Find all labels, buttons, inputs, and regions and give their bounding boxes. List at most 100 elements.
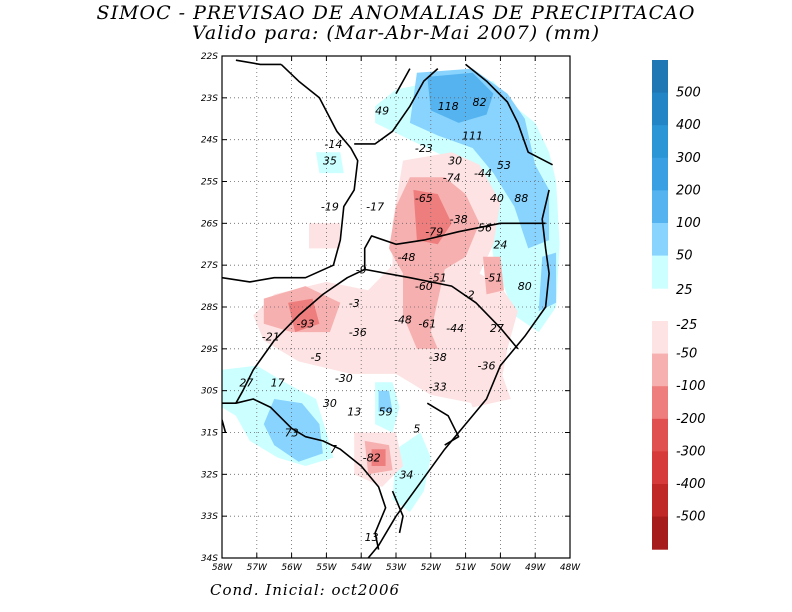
colorbar-swatch xyxy=(652,190,668,224)
contour-label: -82 xyxy=(363,452,381,465)
anomaly-region-r100 xyxy=(413,189,452,245)
anomaly-region-b25 xyxy=(316,152,344,174)
contour-label: -30 xyxy=(335,372,353,385)
colorbar-label: 200 xyxy=(676,183,701,198)
colorbar-swatch xyxy=(652,125,668,159)
contour-label: -17 xyxy=(366,201,384,214)
colorbar-label: 100 xyxy=(676,216,701,231)
contour-label: -36 xyxy=(477,360,495,373)
contour-label: 82 xyxy=(473,96,487,109)
contour-label: -36 xyxy=(349,326,367,339)
contour-label: -14 xyxy=(324,138,342,151)
lat-label: 30S xyxy=(201,387,218,397)
contour-label: 27 xyxy=(239,376,253,389)
contour-label: -21 xyxy=(262,330,280,343)
lat-label: 22S xyxy=(201,52,218,62)
contour-labels: 49 118 82 111 -14 35 -23 30 53 -74 -44 -65 40 88 -19 -1… xyxy=(239,96,532,544)
colorbar-swatch xyxy=(652,321,668,355)
contour-label: -3 xyxy=(349,297,360,310)
contour-label: -2 xyxy=(464,288,475,301)
contour-label: 118 xyxy=(438,100,459,113)
colorbar-label: -100 xyxy=(676,379,706,394)
lon-label: 51W xyxy=(455,563,476,573)
lon-label: 50W xyxy=(490,563,511,573)
boundary-line xyxy=(426,402,460,446)
colorbar-label: 500 xyxy=(676,86,701,101)
longitude-labels: 58W 57W 56W 55W 54W 53W 52W 51W 50W 49W 48W xyxy=(212,56,581,573)
contour-label: 24 xyxy=(493,238,507,251)
contour-label: -51 xyxy=(429,272,447,285)
contour-label: -44 xyxy=(446,322,464,335)
colorbar-swatch xyxy=(652,418,668,452)
colorbar-swatch xyxy=(652,255,668,289)
contour-label: 34 xyxy=(399,468,413,481)
contour-label: -79 xyxy=(425,226,443,239)
contour-label: 49 xyxy=(375,104,389,117)
lat-label: 28S xyxy=(201,303,218,313)
anomaly-region-b50 xyxy=(378,390,393,412)
contour-label: 13 xyxy=(365,531,379,544)
lat-label: 24S xyxy=(201,136,218,146)
contour-label: -9 xyxy=(356,263,367,276)
contour-label: -19 xyxy=(321,201,339,214)
anomaly-fill-layer xyxy=(222,68,560,512)
lon-label: 56W xyxy=(281,563,302,573)
boundary-line xyxy=(364,268,519,350)
colorbar-swatch xyxy=(652,516,668,550)
contour-label: -56 xyxy=(474,222,492,235)
colorbar-label: -200 xyxy=(676,412,706,427)
initial-condition: Cond. Inicial: oct2006 xyxy=(210,581,401,599)
anomaly-region-r100 xyxy=(371,449,386,466)
colorbar-swatch xyxy=(652,386,668,420)
contour-label: 73 xyxy=(285,427,299,440)
lon-label: 55W xyxy=(316,563,337,573)
contour-label: 80 xyxy=(518,280,532,293)
colorbar-swatch xyxy=(652,353,668,387)
contour-label: -93 xyxy=(297,318,315,331)
anomaly-region-r25 xyxy=(458,365,511,408)
colorbar-label: 25 xyxy=(676,283,693,298)
lon-label: 48W xyxy=(560,563,581,573)
anomaly-region-r50 xyxy=(389,177,480,349)
lat-label: 31S xyxy=(201,429,218,439)
boundary-line xyxy=(222,398,387,550)
colorbar-label: -25 xyxy=(676,318,697,333)
contour-label: 30 xyxy=(323,397,337,410)
contour-label: -48 xyxy=(397,251,415,264)
anomaly-region-b25 xyxy=(392,432,431,512)
contour-label: -60 xyxy=(415,280,433,293)
boundary-line xyxy=(235,59,282,66)
contour-label: 111 xyxy=(462,129,483,142)
contour-label: 13 xyxy=(347,406,361,419)
contour-label: 5 xyxy=(413,422,420,435)
contour-label: 35 xyxy=(323,155,337,168)
contour-label: -65 xyxy=(415,192,433,205)
colorbar-swatch xyxy=(652,92,668,126)
contour-label: 7 xyxy=(330,443,337,456)
boundary-line xyxy=(222,63,359,283)
colorbar-label: -50 xyxy=(676,347,697,362)
contour-label: 88 xyxy=(514,192,528,205)
lat-label: 33S xyxy=(201,512,218,522)
lat-label: 34S xyxy=(201,554,218,564)
contour-label: 27 xyxy=(490,322,504,335)
lat-label: 26S xyxy=(201,219,218,229)
colorbar-label: 50 xyxy=(676,249,693,264)
lon-label: 49W xyxy=(525,563,546,573)
boundary-line xyxy=(391,490,404,534)
lon-label: 57W xyxy=(247,563,268,573)
boundary-line xyxy=(354,68,439,145)
colorbar: 500 400 300 200 100 50 25 -25 -50 -100 -200 -300 -40… xyxy=(652,60,706,550)
lat-label: 27S xyxy=(201,261,218,271)
contour-label: -38 xyxy=(450,213,468,226)
contour-label: -38 xyxy=(429,351,447,364)
colorbar-swatch xyxy=(652,451,668,485)
lat-label: 29S xyxy=(201,345,218,355)
colorbar-label: 300 xyxy=(676,151,701,166)
colorbar-swatch xyxy=(652,484,668,518)
contour-label: -51 xyxy=(484,272,502,285)
contour-label: -44 xyxy=(474,167,492,180)
lon-label: 53W xyxy=(386,563,407,573)
colorbar-label: -300 xyxy=(676,444,706,459)
